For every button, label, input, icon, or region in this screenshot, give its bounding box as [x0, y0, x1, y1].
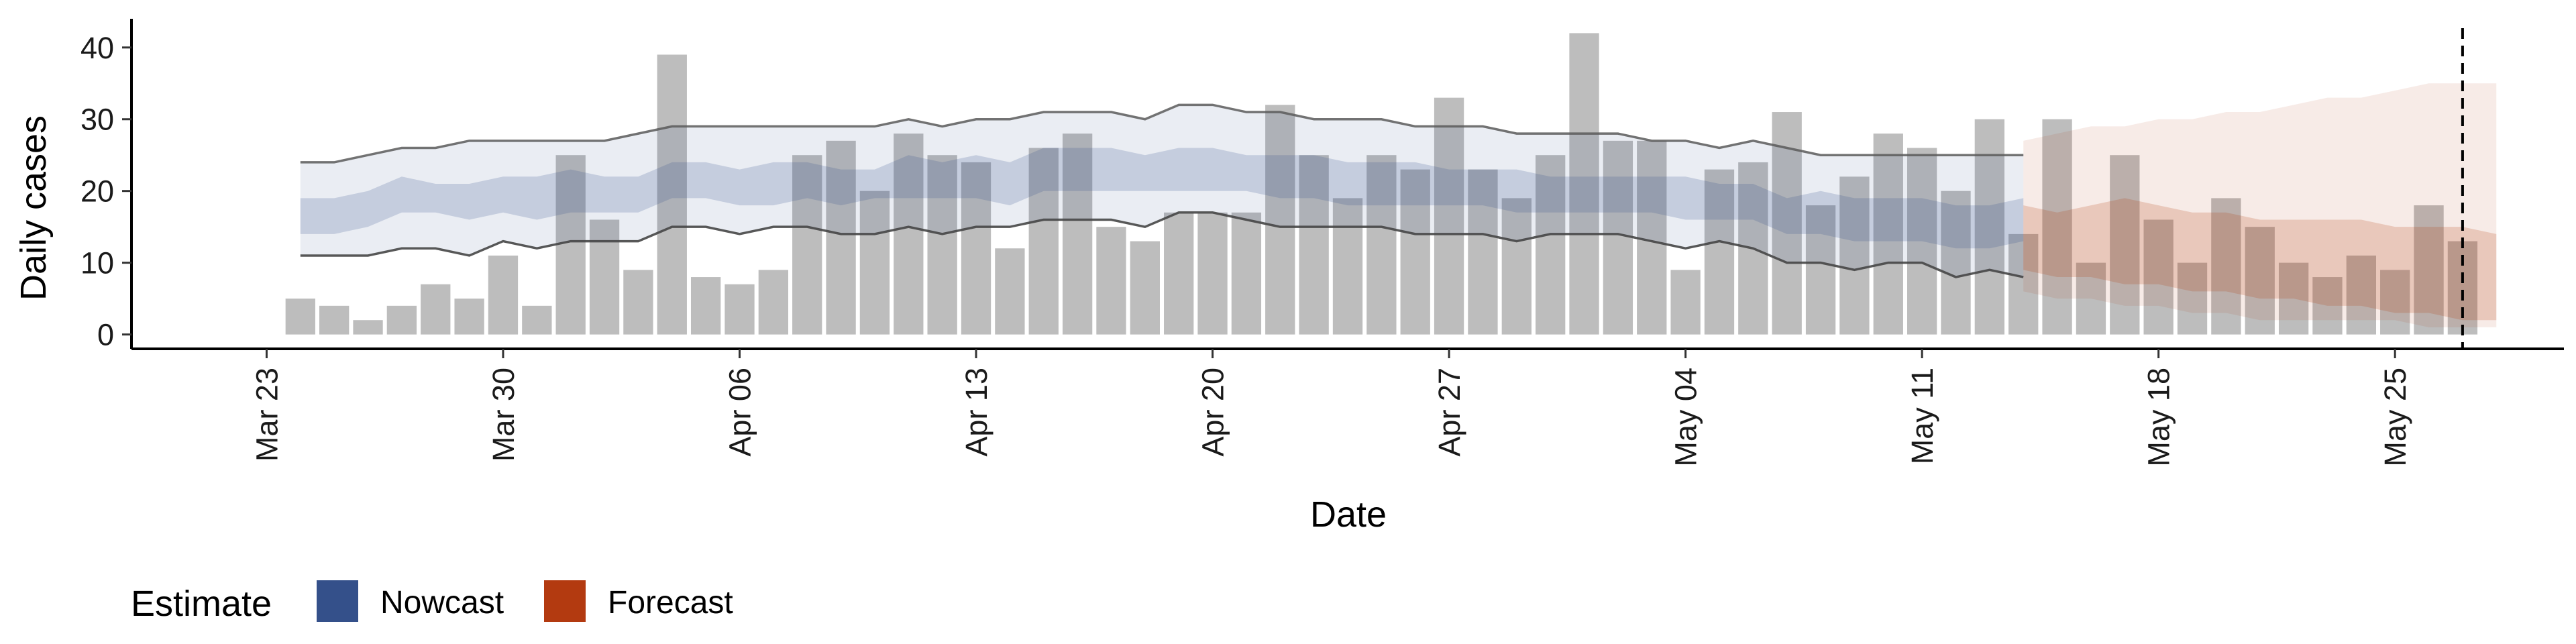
case-bar [1839, 176, 1870, 335]
case-bar [1197, 212, 1228, 335]
case-bar [1603, 140, 1633, 335]
y-tick-label: 0 [97, 318, 114, 352]
legend-swatch-forecast [544, 580, 586, 622]
x-tick-label: May 18 [2142, 368, 2176, 467]
case-bar [1366, 155, 1397, 335]
case-bar [1501, 198, 1532, 335]
case-bar [2211, 198, 2241, 335]
nowcast-upper-line [300, 103, 2024, 164]
case-bar [859, 191, 890, 335]
case-bar [792, 155, 822, 335]
case-bar [1907, 148, 1937, 335]
case-bar [657, 54, 687, 335]
x-tick-label: Mar 23 [250, 368, 284, 462]
case-bar [724, 284, 755, 335]
case-bar [2346, 255, 2376, 335]
case-bars [285, 33, 2478, 335]
estimate-bound-lines [300, 103, 2024, 278]
case-bar [1130, 241, 1160, 335]
case-bar [1468, 169, 1498, 335]
y-tick-label: 20 [80, 174, 114, 209]
case-bar [1096, 227, 1126, 335]
case-bar [1028, 148, 1059, 335]
case-bar [2278, 262, 2309, 335]
case-bar [319, 305, 350, 335]
case-bar [1332, 198, 1363, 335]
case-bar [386, 305, 417, 335]
x-tick-label: May 25 [2378, 368, 2412, 467]
case-bar [1536, 155, 1566, 335]
x-tick-label: Apr 13 [959, 368, 994, 457]
nowcast-inner-band [300, 148, 2024, 249]
y-tick-label: 10 [80, 246, 114, 280]
case-bar [353, 320, 383, 335]
case-bar [758, 270, 789, 335]
case-bar [2042, 119, 2072, 335]
x-tick-label: Apr 06 [723, 368, 757, 457]
case-bar [1400, 169, 1430, 335]
case-bar [1265, 105, 1295, 335]
case-bar [826, 140, 856, 335]
forecast-outer-band [2023, 83, 2497, 327]
legend-label-forecast: Forecast [608, 585, 733, 621]
case-bar [2008, 233, 2039, 335]
case-bar [1062, 133, 1093, 335]
x-tick-label: Apr 27 [1432, 368, 1466, 457]
case-bar [522, 305, 552, 335]
legend-swatch-nowcast [317, 580, 358, 622]
x-axis-ticks: Mar 23 Mar 30 Apr 06 Apr 13 Apr 20 Apr 27 May … [250, 349, 2412, 467]
case-bar [894, 133, 924, 335]
legend-title: Estimate [131, 584, 272, 624]
case-bar [1434, 97, 1464, 335]
case-bar [2177, 262, 2208, 335]
case-bar [2312, 277, 2343, 335]
case-bar [454, 299, 484, 335]
case-bar [1299, 155, 1329, 335]
case-bar [1637, 140, 1667, 335]
case-bar [623, 270, 653, 335]
case-bar [2143, 219, 2174, 335]
legend: Estimate Nowcast Forecast [131, 580, 733, 624]
y-tick-label: 30 [80, 103, 114, 137]
case-bar [1164, 212, 1194, 335]
case-bar [2110, 155, 2140, 335]
y-tick-label: 40 [80, 31, 114, 65]
legend-label-nowcast: Nowcast [380, 585, 504, 621]
case-bar [2076, 262, 2106, 335]
y-axis-ticks: 0 10 20 30 40 [80, 31, 131, 352]
case-bar [2414, 205, 2444, 335]
x-tick-label: Mar 30 [486, 368, 521, 462]
y-axis-title: Daily cases [13, 115, 54, 301]
case-bar [1670, 270, 1701, 335]
x-tick-label: Apr 20 [1196, 368, 1230, 457]
case-bar [421, 284, 451, 335]
case-bar [1941, 191, 1971, 335]
case-bar [961, 162, 991, 335]
case-bar [1569, 33, 1599, 335]
x-axis-title: Date [1310, 494, 1387, 535]
case-bar [690, 277, 721, 335]
case-bar [1805, 205, 1836, 335]
forecast-inner-band [2023, 198, 2497, 321]
case-bar [927, 155, 957, 335]
case-bar [995, 248, 1025, 335]
case-bar [555, 155, 586, 335]
case-bar [2245, 227, 2275, 335]
case-bar [488, 255, 519, 335]
case-bar [285, 299, 315, 335]
case-bar [2380, 270, 2410, 335]
case-bar [1873, 133, 1903, 335]
x-tick-label: May 04 [1669, 368, 1703, 467]
nowcast-lower-line [300, 211, 2024, 278]
case-bar [1231, 212, 1262, 335]
case-bar [1704, 169, 1735, 335]
x-tick-label: May 11 [1905, 368, 1939, 464]
case-bar [589, 219, 620, 335]
